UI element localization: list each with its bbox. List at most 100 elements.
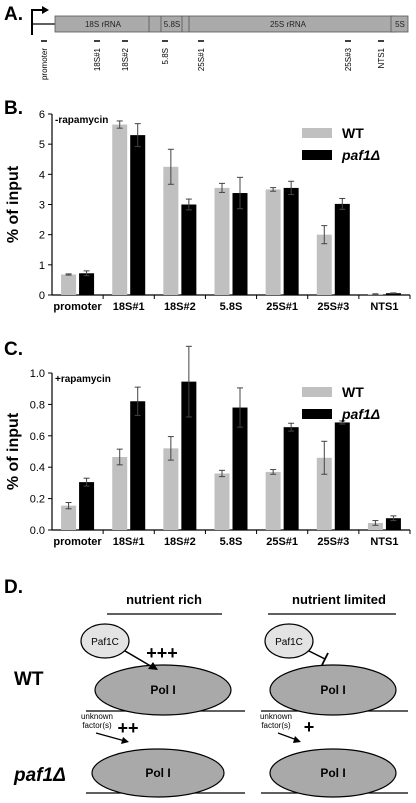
bar (181, 204, 197, 295)
y-tick-label: 0.4 (30, 462, 45, 474)
x-tick-label: promoter (53, 301, 102, 313)
legend-swatch (302, 150, 332, 160)
y-tick-label: 5 (39, 139, 45, 151)
bar (367, 522, 383, 530)
probe-label: NTS1 (377, 47, 386, 68)
paf1c-wt-limited (264, 623, 314, 659)
bar (232, 193, 248, 295)
region-5-8s: 5.8S (164, 20, 180, 29)
bar (61, 274, 77, 295)
chart-c: 0.0 0.2 0.4 0.6 0.8 1.0 % of input +rapamycin pr… (5, 345, 411, 548)
probe-label: 25S#3 (344, 47, 353, 71)
bar (112, 456, 128, 530)
bar (265, 471, 281, 530)
legend-label: WT (342, 384, 364, 400)
pol1-paf1-limited (269, 748, 397, 798)
bar (181, 381, 197, 530)
bar (214, 187, 230, 295)
legend-swatch (302, 409, 332, 419)
paf1c-wt-rich (80, 623, 130, 659)
signal-paf1-limited: + (304, 717, 315, 737)
model-diagram: nutrient rich nutrient limited WT paf1Δ … (13, 592, 408, 798)
probe-label: 5.8S (161, 48, 170, 64)
y-tick-label: 4 (39, 169, 45, 181)
unknown-factor-line1: unknown (260, 712, 292, 721)
panel-b-label: B. (4, 98, 23, 119)
activation-arrow (148, 662, 158, 670)
y-tick-label: 3 (39, 200, 45, 212)
x-tick-label: NTS1 (370, 301, 398, 313)
x-tick-label: 25S#1 (266, 536, 298, 548)
signal-paf1-rich: ++ (117, 718, 138, 738)
x-tick-label: 25S#3 (317, 536, 349, 548)
x-tick-label: 18S#1 (113, 301, 145, 313)
y-tick-label: 6 (39, 109, 45, 121)
region-5s: 5S (395, 20, 405, 29)
paf1c-label: Paf1C (91, 637, 119, 648)
x-tick-label: 5.8S (220, 301, 243, 313)
region-18s: 18S rRNA (85, 20, 122, 29)
pol1-wt-limited (269, 664, 397, 716)
x-tick-label: 25S#3 (317, 301, 349, 313)
arrow-head (42, 6, 49, 14)
5s-box (390, 15, 409, 33)
y-axis-title: % of input (5, 412, 22, 490)
bar (334, 203, 350, 295)
row-label-wt: WT (14, 669, 44, 690)
legend-label: paf1Δ (341, 147, 380, 163)
bar (316, 457, 332, 530)
pol1-wt-rich (94, 664, 232, 716)
y-axis-title: % of input (5, 165, 22, 243)
bar (61, 505, 77, 530)
legend-label: paf1Δ (341, 406, 380, 422)
pol1-label: Pol I (145, 766, 170, 780)
bar (112, 124, 128, 295)
bar (163, 448, 179, 530)
condition-label: +rapamycin (55, 374, 111, 385)
col-header-rich: nutrient rich (126, 592, 202, 607)
bar (214, 473, 230, 530)
y-tick-label: 0.8 (30, 399, 45, 411)
signal-wt-rich: +++ (146, 643, 178, 663)
pol1-label: Pol I (150, 683, 175, 697)
paf1c-label: Paf1C (275, 637, 303, 648)
unknown-factor-line1: unknown (81, 712, 113, 721)
y-tick-label: 0.0 (30, 525, 45, 537)
unknown-factor-line2: factor(s) (261, 721, 291, 730)
legend-swatch (302, 128, 332, 138)
rdna-map: 18S rRNA 5.8S 25S rRNA 5S (31, 6, 409, 35)
bar (232, 407, 248, 530)
bar (334, 422, 350, 530)
probe-label: 25S#1 (197, 47, 206, 71)
panel-d-label: D. (4, 577, 23, 598)
bar (265, 189, 281, 295)
transcription-start-arrow (31, 9, 42, 35)
x-tick-label: 18S#2 (164, 536, 196, 548)
y-tick-label: 1.0 (30, 368, 45, 380)
y-tick-label: 1 (39, 260, 45, 272)
x-tick-label: 5.8S (220, 536, 243, 548)
probe-markers: promoter 18S#1 18S#2 5.8S 25S#1 25S#3 NTS1 (40, 40, 386, 80)
probe-label: 18S#1 (93, 47, 102, 71)
condition-label: -rapamycin (55, 115, 108, 126)
bar (130, 401, 146, 530)
bar (283, 187, 299, 295)
bar (163, 166, 179, 295)
row-label-paf1: paf1Δ (13, 765, 66, 786)
x-tick-label: NTS1 (370, 536, 398, 548)
pol1-label: Pol I (320, 766, 345, 780)
bar (79, 273, 95, 295)
col-header-limited: nutrient limited (292, 592, 386, 607)
inhibition-bar (321, 652, 329, 666)
pol1-paf1-rich (91, 748, 225, 798)
pol1-label: Pol I (320, 683, 345, 697)
y-tick-label: 0.2 (30, 494, 45, 506)
bar (385, 293, 401, 295)
probe-label: 18S#2 (121, 47, 130, 71)
legend-swatch (302, 387, 332, 397)
y-tick-label: 0 (39, 290, 45, 302)
x-tick-label: promoter (53, 536, 102, 548)
panel-c-label: C. (4, 339, 23, 360)
panel-a-label: A. (4, 4, 23, 25)
